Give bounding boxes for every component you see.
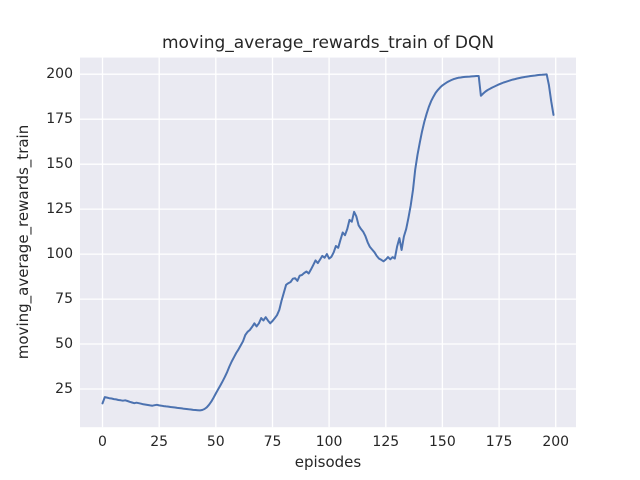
chart-title: moving_average_rewards_train of DQN — [161, 33, 495, 53]
plot-area — [80, 57, 576, 428]
y-tick-label: 75 — [55, 291, 73, 308]
x-tick-label: 200 — [542, 434, 570, 450]
x-tick-label: 150 — [429, 434, 456, 450]
y-tick-label: 50 — [55, 336, 73, 352]
x-tick-label: 75 — [263, 434, 282, 450]
x-axis-label: episodes — [294, 453, 362, 471]
x-tick-label: 125 — [372, 434, 400, 450]
y-tick-label: 25 — [55, 381, 73, 397]
y-axis-label: moving_average_rewards_train — [14, 124, 32, 360]
y-tick-label: 175 — [46, 111, 73, 128]
series-line-moving_average_rewards_train — [101, 73, 555, 412]
x-tick-label: 175 — [485, 434, 513, 450]
x-tick-label: 50 — [206, 434, 225, 450]
y-tick-label: 100 — [46, 246, 73, 263]
y-tick-label: 125 — [46, 201, 73, 218]
y-tick-label: 200 — [46, 66, 73, 83]
y-tick-label: 150 — [46, 156, 73, 173]
x-tick-label: 25 — [150, 434, 169, 450]
x-tick-label: 0 — [98, 434, 107, 450]
x-tick-label: 100 — [315, 434, 343, 450]
